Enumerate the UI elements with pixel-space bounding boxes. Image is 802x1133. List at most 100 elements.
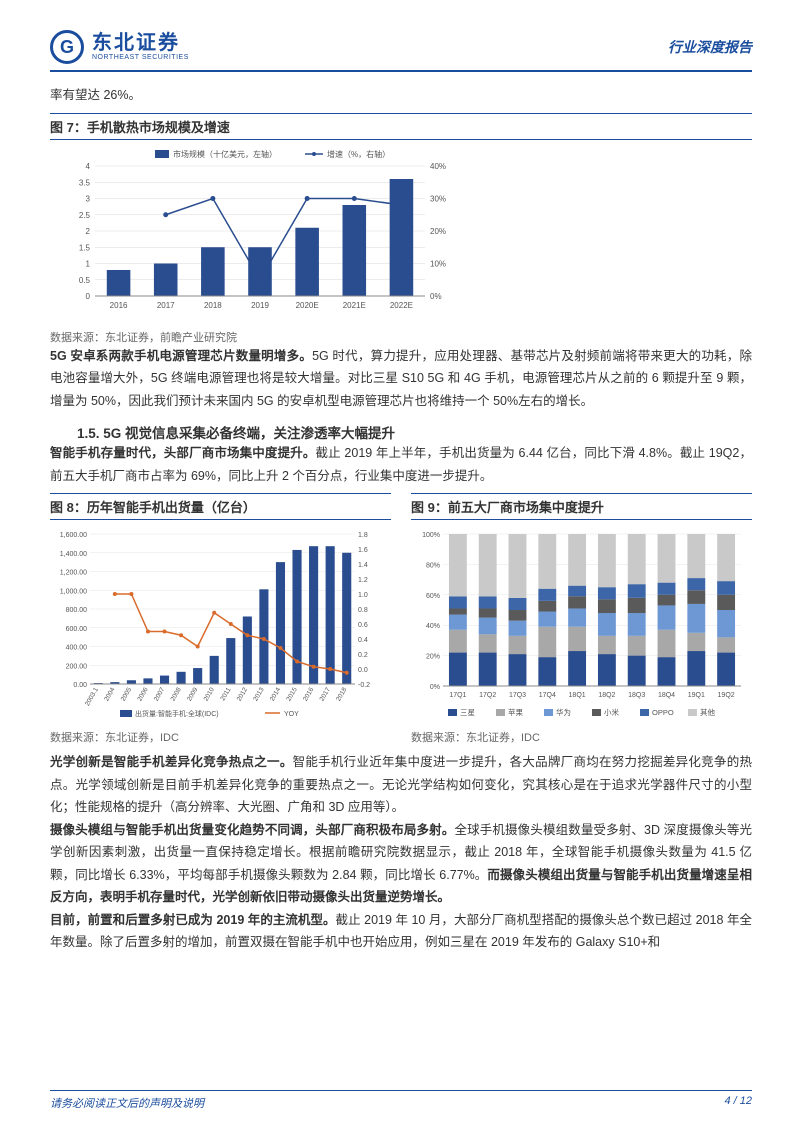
footer-note: 请务必阅读正文后的声明及说明 bbox=[50, 1095, 204, 1111]
svg-text:2: 2 bbox=[86, 227, 91, 236]
svg-text:19Q2: 19Q2 bbox=[718, 692, 735, 699]
logo-icon: G bbox=[50, 30, 84, 64]
svg-text:80%: 80% bbox=[426, 562, 440, 569]
svg-text:1,400.00: 1,400.00 bbox=[60, 551, 87, 558]
svg-text:1.6: 1.6 bbox=[358, 547, 368, 554]
svg-text:出货量:智能手机:全球(IDC): 出货量:智能手机:全球(IDC) bbox=[135, 709, 219, 718]
svg-text:100%: 100% bbox=[422, 532, 440, 539]
svg-text:30%: 30% bbox=[430, 194, 446, 203]
page-number: 4 / 12 bbox=[724, 1095, 752, 1111]
svg-text:小米: 小米 bbox=[604, 707, 619, 717]
fig9-title: 图 9：前五大厂商市场集中度提升 bbox=[411, 493, 752, 520]
svg-text:2018: 2018 bbox=[204, 301, 222, 310]
svg-text:2012: 2012 bbox=[236, 686, 249, 702]
svg-text:1: 1 bbox=[86, 259, 91, 268]
para-optical: 光学创新是智能手机差异化竞争热点之一。智能手机行业近年集中度进一步提升，各大品牌… bbox=[50, 751, 752, 819]
fig8-src: 数据来源：东北证券，IDC bbox=[50, 729, 391, 745]
intro-line: 率有望达 26%。 bbox=[50, 84, 752, 107]
svg-text:2007: 2007 bbox=[153, 686, 166, 702]
svg-text:其他: 其他 bbox=[700, 707, 715, 717]
svg-text:2003.1: 2003.1 bbox=[84, 686, 100, 707]
section-1-5: 1.5. 5G 视觉信息采集必备终端，关注渗透率大幅提升 bbox=[50, 422, 752, 442]
svg-text:18Q3: 18Q3 bbox=[628, 692, 645, 699]
svg-text:2021E: 2021E bbox=[343, 301, 366, 310]
svg-text:400.00: 400.00 bbox=[66, 645, 88, 652]
para-camera-module: 摄像头模组与智能手机出货量变化趋势不同调，头部厂商积极布局多射。全球手机摄像头模… bbox=[50, 819, 752, 909]
fig9-src: 数据来源：东北证券，IDC bbox=[411, 729, 752, 745]
logo-cn: 东北证券 bbox=[92, 32, 189, 54]
logo: G 东北证券 NORTHEAST SECURITIES bbox=[50, 30, 189, 64]
doc-type: 行业深度报告 bbox=[668, 37, 752, 57]
svg-text:2014: 2014 bbox=[269, 686, 282, 702]
svg-text:3.5: 3.5 bbox=[79, 178, 91, 187]
svg-text:2022E: 2022E bbox=[390, 301, 413, 310]
svg-text:1.0: 1.0 bbox=[358, 592, 368, 599]
fig7-src: 数据来源：东北证券，前瞻产业研究院 bbox=[50, 329, 752, 345]
svg-text:2011: 2011 bbox=[219, 686, 232, 702]
page-footer: 请务必阅读正文后的声明及说明 4 / 12 bbox=[50, 1090, 752, 1111]
svg-text:17Q1: 17Q1 bbox=[449, 692, 466, 699]
svg-text:2013: 2013 bbox=[252, 686, 265, 702]
fig7-svg: 市场规模（十亿美元，左轴）增速（%，右轴）00.511.522.533.540%… bbox=[50, 144, 470, 324]
svg-text:2016: 2016 bbox=[302, 686, 315, 702]
svg-text:3: 3 bbox=[86, 194, 91, 203]
svg-text:17Q3: 17Q3 bbox=[509, 692, 526, 699]
svg-text:2008: 2008 bbox=[170, 686, 183, 702]
svg-text:2019: 2019 bbox=[251, 301, 269, 310]
svg-text:0.4: 0.4 bbox=[358, 637, 368, 644]
svg-text:0.00: 0.00 bbox=[73, 682, 87, 689]
svg-text:1.5: 1.5 bbox=[79, 243, 91, 252]
fig9-svg: 0% 20% 40% 60% 80% 100% 17Q1 17Q2 17Q3 17Q4 18Q1 18… bbox=[411, 524, 751, 724]
svg-text:市场规模（十亿美元，左轴）: 市场规模（十亿美元，左轴） bbox=[173, 149, 277, 159]
svg-text:0.8: 0.8 bbox=[358, 607, 368, 614]
svg-text:0%: 0% bbox=[430, 684, 440, 691]
svg-text:1.4: 1.4 bbox=[358, 562, 368, 569]
fig7-chart: 市场规模（十亿美元，左轴）增速（%，右轴）00.511.522.533.540%… bbox=[50, 144, 752, 327]
svg-text:YOY: YOY bbox=[284, 711, 299, 718]
svg-text:1,600.00: 1,600.00 bbox=[60, 532, 87, 539]
svg-text:2.5: 2.5 bbox=[79, 210, 91, 219]
svg-text:2009: 2009 bbox=[186, 686, 199, 702]
svg-text:20%: 20% bbox=[426, 654, 440, 661]
svg-text:2004: 2004 bbox=[103, 686, 116, 702]
svg-text:0.5: 0.5 bbox=[79, 275, 91, 284]
logo-en: NORTHEAST SECURITIES bbox=[92, 54, 189, 62]
para-5g-pmic: 5G 安卓系两款手机电源管理芯片数量明增多。5G 时代，算力提升，应用处理器、基… bbox=[50, 345, 752, 413]
para-concentration: 智能手机存量时代，头部厂商市场集中度提升。截止 2019 年上半年，手机出货量为… bbox=[50, 442, 752, 487]
svg-text:2015: 2015 bbox=[285, 686, 298, 702]
svg-text:OPPO: OPPO bbox=[652, 708, 674, 717]
svg-text:600.00: 600.00 bbox=[66, 626, 88, 633]
svg-text:17Q2: 17Q2 bbox=[479, 692, 496, 699]
svg-text:18Q1: 18Q1 bbox=[569, 692, 586, 699]
svg-text:18Q4: 18Q4 bbox=[658, 692, 675, 699]
svg-text:2020E: 2020E bbox=[296, 301, 319, 310]
svg-text:40%: 40% bbox=[426, 623, 440, 630]
svg-text:1,000.00: 1,000.00 bbox=[60, 588, 87, 595]
svg-text:三星: 三星 bbox=[460, 708, 475, 717]
svg-text:2017: 2017 bbox=[319, 686, 332, 702]
svg-text:0: 0 bbox=[86, 292, 91, 301]
svg-text:18Q2: 18Q2 bbox=[598, 692, 615, 699]
svg-text:1,200.00: 1,200.00 bbox=[60, 570, 87, 577]
svg-text:苹果: 苹果 bbox=[508, 707, 523, 717]
svg-text:4: 4 bbox=[86, 162, 91, 171]
svg-text:2016: 2016 bbox=[110, 301, 128, 310]
svg-text:0.6: 0.6 bbox=[358, 622, 368, 629]
svg-text:19Q1: 19Q1 bbox=[688, 692, 705, 699]
svg-text:1.2: 1.2 bbox=[358, 577, 368, 584]
svg-text:17Q4: 17Q4 bbox=[539, 692, 556, 699]
fig8-svg: 0.00200.00400.00600.00800.001,000.001,20… bbox=[50, 524, 390, 724]
svg-text:0.2: 0.2 bbox=[358, 652, 368, 659]
fig8-title: 图 8：历年智能手机出货量（亿台） bbox=[50, 493, 391, 520]
svg-text:20%: 20% bbox=[430, 227, 446, 236]
page-header: G 东北证券 NORTHEAST SECURITIES 行业深度报告 bbox=[50, 30, 752, 72]
svg-text:0.0: 0.0 bbox=[358, 667, 368, 674]
svg-text:10%: 10% bbox=[430, 259, 446, 268]
svg-text:2017: 2017 bbox=[157, 301, 175, 310]
svg-text:60%: 60% bbox=[426, 593, 440, 600]
svg-text:增速（%，右轴）: 增速（%，右轴） bbox=[327, 149, 390, 159]
svg-text:800.00: 800.00 bbox=[66, 607, 88, 614]
para-multi-cam: 目前，前置和后置多射已成为 2019 年的主流机型。截止 2019 年 10 月… bbox=[50, 909, 752, 954]
fig7-title: 图 7：手机散热市场规模及增速 bbox=[50, 113, 752, 140]
svg-text:-0.2: -0.2 bbox=[358, 682, 370, 689]
